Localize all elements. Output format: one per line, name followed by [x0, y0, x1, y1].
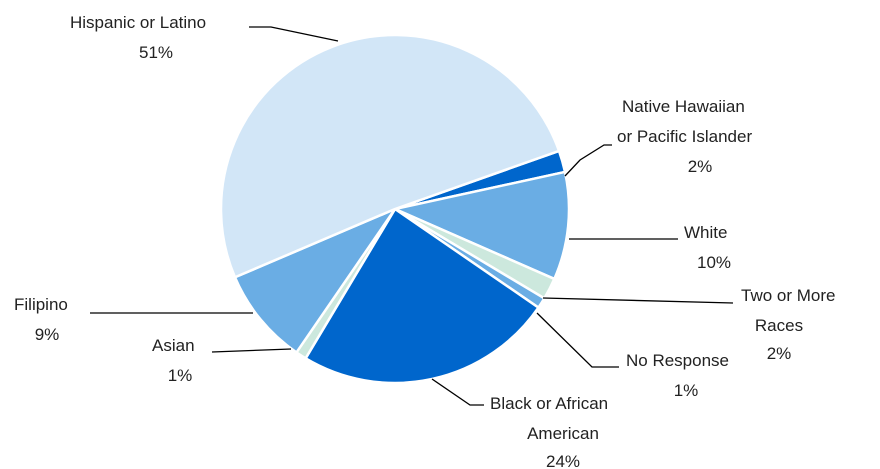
slice-label-two-or-more-races-line-1: Two or More: [741, 286, 835, 305]
slice-labels: Native Hawaiian or Pacific Islander 2% Whit…: [14, 13, 835, 469]
slice-label-filipino: Filipino: [14, 295, 68, 314]
slice-percent-hispanic-or-latino: 51%: [139, 43, 173, 62]
leader-line-native-hawaiian-or-pacific-islander: [564, 144, 612, 177]
slice-percent-white: 10%: [697, 253, 731, 272]
leader-line-asian: [211, 348, 292, 353]
slice-percent-no-response: 1%: [674, 381, 699, 400]
slice-percent-black-or-african-american: 24%: [546, 452, 580, 469]
leader-line-black-or-african-american: [431, 378, 484, 406]
slice-percent-native-hawaiian-or-pacific-islander: 2%: [688, 157, 713, 176]
slice-percent-filipino: 9%: [35, 325, 60, 344]
slice-percent-asian: 1%: [168, 366, 193, 385]
slice-label-hispanic-or-latino: Hispanic or Latino: [70, 13, 206, 32]
slice-label-no-response: No Response: [626, 351, 729, 370]
slice-label-black-or-african-american-line-1: Black or African: [490, 394, 608, 413]
slice-label-native-hawaiian-or-pacific-islander-line-1: Native Hawaiian: [622, 97, 745, 116]
slice-percent-two-or-more-races: 2%: [767, 344, 792, 363]
leader-line-no-response: [536, 312, 619, 368]
slice-label-white: White: [684, 223, 727, 242]
leader-line-hispanic-or-latino: [249, 26, 339, 42]
leader-lines: [90, 26, 734, 406]
slice-label-native-hawaiian-or-pacific-islander-line-2: or Pacific Islander: [617, 127, 752, 146]
leader-line-two-or-more-races: [542, 297, 734, 304]
slice-label-two-or-more-races-line-2: Races: [755, 316, 803, 335]
pie-slices: [219, 33, 571, 385]
slice-label-black-or-african-american-line-2: American: [527, 424, 599, 443]
pie-slice-filipino: [233, 207, 397, 354]
slice-label-asian: Asian: [152, 336, 195, 355]
pie-slice-hispanic-or-latino: [219, 33, 561, 279]
